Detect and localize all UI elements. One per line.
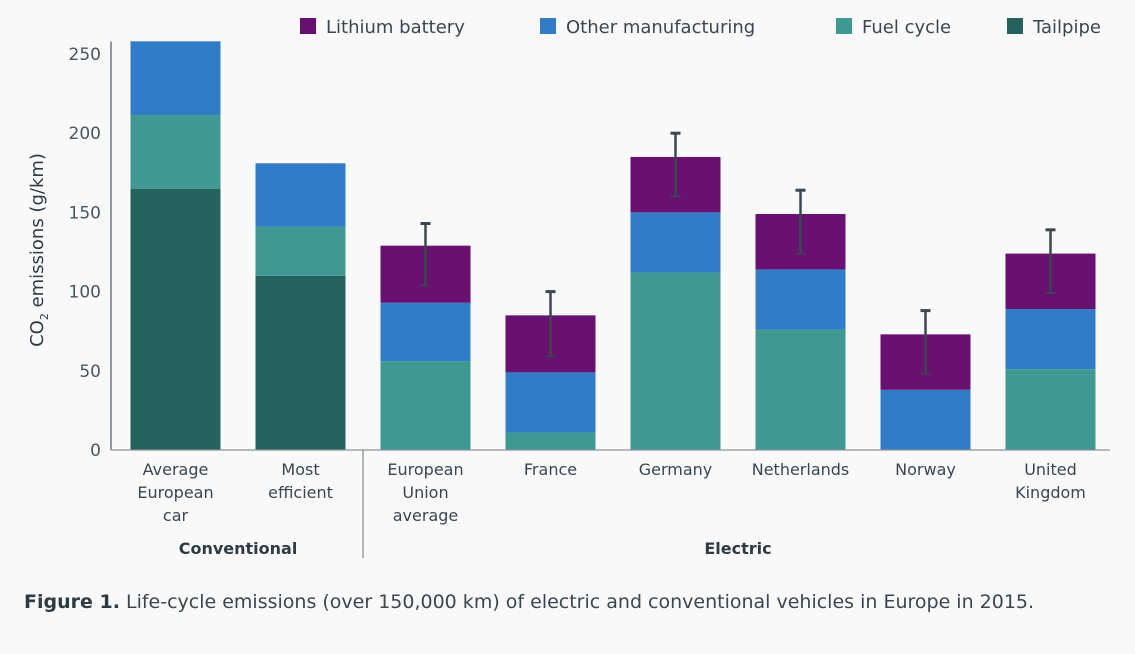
y-tick-label: 200 xyxy=(69,124,101,144)
caption-text: Life-cycle emissions (over 150,000 km) o… xyxy=(119,591,1035,613)
legend-swatch xyxy=(836,18,852,34)
bar-segment-fuel-cycle xyxy=(130,114,221,189)
x-tick-label: Norway xyxy=(895,460,956,479)
legend-swatch xyxy=(540,18,556,34)
legend-label: Other manufacturing xyxy=(566,17,755,38)
bar-segment-other-manufacturing xyxy=(505,372,596,433)
legend-swatch xyxy=(300,18,316,34)
bar-segment-tailpipe xyxy=(130,188,221,450)
bar-segment-other-manufacturing xyxy=(630,212,721,273)
legend: Lithium battery Other manufacturing Fuel c… xyxy=(300,17,1101,38)
x-tick-label: European xyxy=(137,483,213,502)
x-axis: Average European car Most efficient European U… xyxy=(111,449,1110,558)
x-tick-label: Kingdom xyxy=(1015,483,1086,502)
bar-segment-tailpipe xyxy=(255,275,346,450)
x-tick-label: average xyxy=(393,506,459,525)
figure-caption: Figure 1. Life-cycle emissions (over 150… xyxy=(24,588,1114,616)
x-tick-label: Union xyxy=(402,483,448,502)
y-tick-label: 0 xyxy=(90,441,101,461)
y-tick-label: 50 xyxy=(79,362,101,382)
bar-segment-fuel-cycle xyxy=(505,432,596,450)
y-tick-label: 100 xyxy=(69,283,101,303)
y-tick-label: 250 xyxy=(69,45,101,65)
group-label: Conventional xyxy=(179,539,298,558)
y-axis-label: CO2 emissions (g/km) xyxy=(27,153,51,347)
x-tick-label: European xyxy=(387,460,463,479)
y-tick-label: 150 xyxy=(69,203,101,223)
legend-swatch xyxy=(1007,18,1023,34)
error-bars xyxy=(420,131,1056,375)
bar-segment-fuel-cycle xyxy=(630,272,721,450)
bar-segment-fuel-cycle xyxy=(255,226,346,276)
x-tick-label: efficient xyxy=(268,483,333,502)
x-tick-label: Most xyxy=(281,460,319,479)
x-tick-label: Germany xyxy=(639,460,713,479)
bar-segment-fuel-cycle xyxy=(380,361,471,450)
ylabel-subscript: 2 xyxy=(38,313,51,320)
legend-label: Fuel cycle xyxy=(862,17,951,38)
bars xyxy=(130,41,1096,450)
x-tick-label: Netherlands xyxy=(752,460,850,479)
bar-segment-fuel-cycle xyxy=(1005,369,1096,450)
ylabel-rest: emissions (g/km) xyxy=(27,153,48,313)
x-tick-label: United xyxy=(1024,460,1077,479)
x-tick-label: Average xyxy=(143,460,209,479)
bar-segment-other-manufacturing xyxy=(255,163,346,227)
bar-segment-other-manufacturing xyxy=(880,389,971,450)
bar-segment-other-manufacturing xyxy=(380,302,471,362)
bar-segment-other-manufacturing xyxy=(755,269,846,330)
bar-segment-other-manufacturing xyxy=(130,41,221,115)
legend-label: Lithium battery xyxy=(326,17,465,38)
y-axis: 0 50 100 150 200 250 xyxy=(69,41,112,461)
x-tick-label: France xyxy=(524,460,577,479)
group-label: Electric xyxy=(704,539,771,558)
stacked-bar-chart: Lithium battery Other manufacturing Fuel c… xyxy=(27,17,1110,558)
bar-segment-other-manufacturing xyxy=(1005,309,1096,370)
x-tick-label: car xyxy=(163,506,189,525)
ylabel-co: CO xyxy=(27,320,48,347)
legend-label: Tailpipe xyxy=(1032,17,1101,38)
bar-segment-fuel-cycle xyxy=(755,329,846,450)
caption-label: Figure 1. xyxy=(24,591,120,613)
